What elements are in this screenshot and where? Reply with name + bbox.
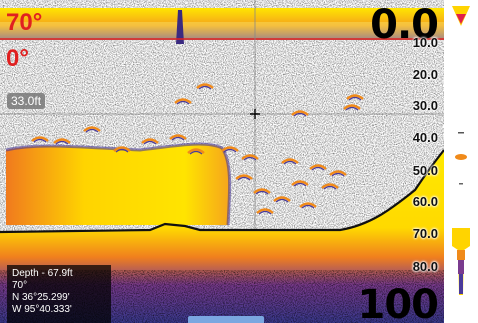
fish-arch-shadow [143,140,157,145]
fish-arch-shadow [301,204,315,209]
cursor-depth-readout: 33.0ft [7,93,46,109]
depth-scale-label: 80.0 [412,259,438,274]
bait-school-edge [5,142,232,226]
fish-arch [321,183,339,189]
fish-arch [343,104,361,110]
fish-arch [31,136,49,142]
depth-scale-label: 50.0 [412,163,438,178]
fish-arch-shadow [258,210,272,215]
temperature-max-label: 70° [6,9,43,36]
temperature-min-label: 0° [6,45,29,72]
fish-arch [221,146,239,152]
depth-scale-label: 40.0 [412,130,438,145]
fish-arch-shadow [311,166,325,171]
fish-arch [253,188,271,194]
bottom-tab-handle[interactable] [188,316,264,323]
fish-arch [273,196,291,202]
fish-arch [291,180,309,186]
surface-spike [176,10,184,44]
fish-arch-shadow [293,182,307,187]
fish-arch-shadow [223,148,237,153]
fish-arch [169,134,187,140]
fish-arch-shadow [323,185,337,190]
bait-school [6,144,230,225]
fish-arch [53,138,71,144]
fish-arch-shadow [115,148,129,153]
fish-arch-shadow [255,190,269,195]
fish-arch [187,148,205,154]
cursor-cross [250,109,260,119]
surface-clutter [0,8,444,40]
fish-arch-shadow [348,96,362,101]
a-scope-graphic [452,6,470,295]
fish-arch [113,146,131,152]
range-bottom-label: 100 [357,282,439,323]
a-scope-mark [458,132,464,134]
fish-arch [174,98,192,104]
fish-arch [291,110,309,116]
fish-arch-shadow [171,136,185,141]
a-scope-mark [455,154,467,160]
depth-readout: Depth - 67.9ft [12,268,73,279]
temperature-readout: 70° [12,280,28,291]
fish-arch-shadow [33,138,47,143]
a-scope-bottom-band [458,260,464,274]
fish-arch-shadow [243,156,257,161]
fish-arch-shadow [85,128,99,133]
fish-arch-shadow [237,176,251,181]
depth-scale-label: 60.0 [412,194,438,209]
bottom-line [0,149,444,234]
latitude-readout: N 36°25.299' [12,292,70,303]
fish-arch [281,158,299,164]
surface-clutter-light [0,22,444,40]
a-scope-bottom-band [459,274,463,294]
fish-arch-shadow [293,112,307,117]
a-scope-panel [444,0,478,323]
fish-arch-shadow [198,85,212,90]
sonar-chart[interactable]: 70° 0° 0.0 100 10.0 20.0 30.0 40.0 50.0 … [0,0,444,323]
fish-arch-shadow [283,160,297,165]
info-overlay: Depth - 67.9ft 70° N 36°25.299' W 95°40.… [7,265,111,323]
depth-scale-label: 20.0 [412,67,438,82]
fish-arch [299,202,317,208]
a-scope-bottom-band [457,250,465,260]
fish-arches [31,83,364,215]
fish-arch [329,170,347,176]
fish-arch-shadow [345,106,359,111]
fish-arch [309,164,327,170]
fish-arch-shadow [189,150,203,155]
a-scope-mark [459,183,463,185]
depth-scale-label: 10.0 [412,35,438,50]
fish-arch [346,94,364,100]
fish-arch [196,83,214,89]
depth-scale-label: 30.0 [412,98,438,113]
fish-arch [83,126,101,132]
fish-arch-shadow [275,198,289,203]
fish-arch-shadow [55,140,69,145]
fish-arch-shadow [331,172,345,177]
fish-arch [241,154,259,160]
depth-scale-label: 70.0 [412,226,438,241]
range-top-label: 0.0 [370,2,439,48]
fish-arch [235,174,253,180]
fish-arch-shadow [176,100,190,105]
fish-arch [141,138,159,144]
longitude-readout: W 95°40.333' [12,304,72,315]
fish-arch [256,208,274,214]
